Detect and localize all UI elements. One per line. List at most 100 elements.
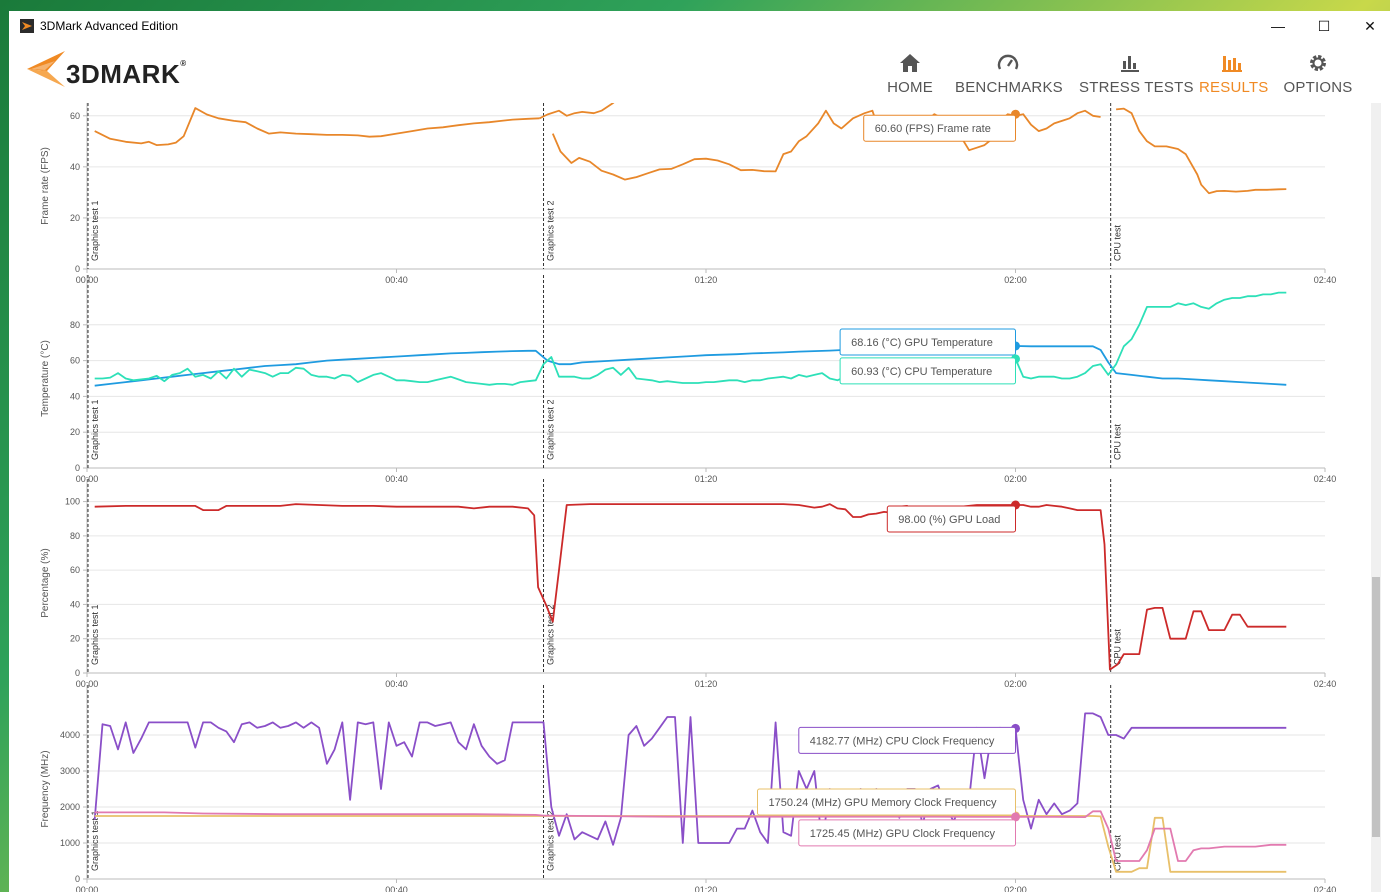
y-tick-label: 20	[70, 427, 80, 437]
y-tick-label: 0	[75, 463, 80, 473]
series-line	[94, 503, 1287, 671]
nav-home-label: HOME	[887, 79, 933, 96]
data-point	[1011, 812, 1020, 822]
y-tick-label: 100	[65, 497, 80, 507]
nav-benchmarks-label: BENCHMARKS	[955, 79, 1063, 96]
minimize-button[interactable]: —	[1271, 18, 1285, 34]
test-marker-label: Graphics test 1	[90, 810, 100, 871]
test-marker-label: Graphics test 2	[546, 810, 556, 871]
x-tick-label: 02:40	[1314, 885, 1337, 892]
series-line	[94, 815, 1287, 873]
tooltip-box	[863, 114, 1017, 142]
x-tick-label: 01:20	[695, 474, 718, 484]
test-marker-label: CPU test	[1113, 628, 1123, 665]
bar-chart-icon	[1199, 49, 1265, 73]
y-axis-title: Frequency (MHz)	[40, 750, 51, 827]
x-tick-label: 00:40	[385, 275, 408, 285]
tooltip-box	[798, 819, 1016, 847]
test-marker-label: Graphics test 1	[90, 399, 100, 460]
y-tick-label: 0	[75, 874, 80, 884]
vertical-scrollbar[interactable]	[1371, 103, 1381, 892]
y-tick-label: 20	[70, 213, 80, 223]
tooltip-text: 1725.45 (MHz) GPU Clock Frequency	[810, 828, 996, 840]
series-line	[94, 107, 540, 146]
test-marker-label: CPU test	[1113, 834, 1123, 871]
speedometer-icon	[955, 49, 1061, 73]
tooltip-box	[798, 726, 1016, 754]
x-tick-label: 00:40	[385, 474, 408, 484]
chart-panel: 0 1000 2000 3000 4000 00:00 00:40 01:20 02:00 02:…	[40, 685, 1336, 892]
app-header: 3DMARK® HOME BENCHMARKS STRESS TESTS RES	[9, 41, 1390, 103]
y-tick-label: 80	[70, 320, 80, 330]
close-button[interactable]: ✕	[1364, 17, 1376, 34]
title-bar: 3DMark Advanced Edition — ☐ ✕	[9, 11, 1390, 41]
x-tick-label: 02:00	[1004, 275, 1027, 285]
y-tick-label: 60	[70, 565, 80, 575]
test-marker-label: CPU test	[1113, 224, 1123, 261]
y-tick-label: 60	[70, 356, 80, 366]
x-tick-label: 02:40	[1314, 679, 1337, 689]
test-marker-label: Graphics test 2	[546, 200, 556, 261]
y-tick-label: 40	[70, 391, 80, 401]
nav-results-label: RESULTS	[1199, 79, 1269, 96]
tooltip-text: 98.00 (%) GPU Load	[898, 514, 1000, 526]
app-logo-icon	[20, 19, 34, 33]
y-tick-label: 0	[75, 668, 80, 678]
test-marker-label: Graphics test 2	[546, 604, 556, 665]
x-tick-label: 00:00	[76, 679, 99, 689]
x-tick-label: 00:00	[76, 885, 99, 892]
home-icon	[883, 49, 937, 73]
series-line	[539, 103, 615, 120]
y-tick-label: 60	[70, 111, 80, 121]
nav-stress-tests[interactable]: STRESS TESTS	[1079, 49, 1193, 96]
tooltip-box	[839, 328, 1016, 356]
tooltip-box	[886, 505, 1016, 533]
scrollbar-thumb[interactable]	[1372, 577, 1380, 837]
tooltip-box	[757, 788, 1016, 816]
x-tick-label: 01:20	[695, 885, 718, 892]
window-title: 3DMark Advanced Edition	[40, 19, 179, 33]
series-line	[94, 810, 1287, 862]
gear-icon	[1283, 49, 1353, 73]
series-line	[1116, 107, 1287, 195]
chart-panel: 02040608000:0000:4001:2002:0002:40Temper…	[40, 275, 1336, 484]
y-tick-label: 1000	[60, 838, 80, 848]
results-content[interactable]: 0 20 40 60 00:00 00:40 01:20 02:00 02:40 Frame ra…	[9, 103, 1390, 892]
tooltip-text: 1750.24 (MHz) GPU Memory Clock Frequency	[769, 797, 998, 809]
y-axis-title: Percentage (%)	[40, 548, 51, 617]
y-tick-label: 40	[70, 162, 80, 172]
test-marker-label: Graphics test 1	[90, 604, 100, 665]
chart-panel: 0 20 40 60 80 100 00:00 00:40 01:20 02:00 02:40 Per…	[40, 479, 1336, 689]
y-axis-title: Frame rate (FPS)	[40, 147, 51, 225]
tooltip-text: 68.16 (°C) GPU Temperature	[851, 337, 993, 349]
y-tick-label: 2000	[60, 802, 80, 812]
nav-home[interactable]: HOME	[883, 49, 937, 96]
y-tick-label: 80	[70, 531, 80, 541]
x-tick-label: 00:40	[385, 885, 408, 892]
bar-chart-icon	[1079, 49, 1181, 73]
nav-options[interactable]: OPTIONS	[1283, 49, 1353, 96]
nav-results[interactable]: RESULTS	[1199, 49, 1269, 96]
series-line	[94, 345, 1287, 387]
x-tick-label: 02:40	[1314, 275, 1337, 285]
maximize-button[interactable]: ☐	[1317, 17, 1331, 34]
nav-benchmarks[interactable]: BENCHMARKS	[955, 49, 1063, 96]
tooltip-text: 60.93 (°C) CPU Temperature	[851, 366, 992, 378]
y-axis-title: Temperature (°C)	[40, 340, 51, 417]
x-tick-label: 01:20	[695, 679, 718, 689]
y-tick-label: 3000	[60, 766, 80, 776]
tooltip-box	[839, 357, 1016, 385]
series-line	[94, 291, 1287, 386]
nav-options-label: OPTIONS	[1283, 79, 1353, 96]
logo-text: 3DMARK®	[66, 59, 187, 89]
y-tick-label: 40	[70, 599, 80, 609]
x-tick-label: 02:00	[1004, 474, 1027, 484]
3dmark-wing-icon	[27, 51, 65, 87]
test-marker-label: CPU test	[1113, 423, 1123, 460]
x-tick-label: 02:00	[1004, 885, 1027, 892]
monitoring-charts: 0 20 40 60 00:00 00:40 01:20 02:00 02:40 Frame ra…	[40, 103, 1336, 892]
series-line	[93, 712, 1287, 846]
tooltip-text: 60.60 (FPS) Frame rate	[875, 123, 991, 135]
y-tick-label: 0	[75, 264, 80, 274]
